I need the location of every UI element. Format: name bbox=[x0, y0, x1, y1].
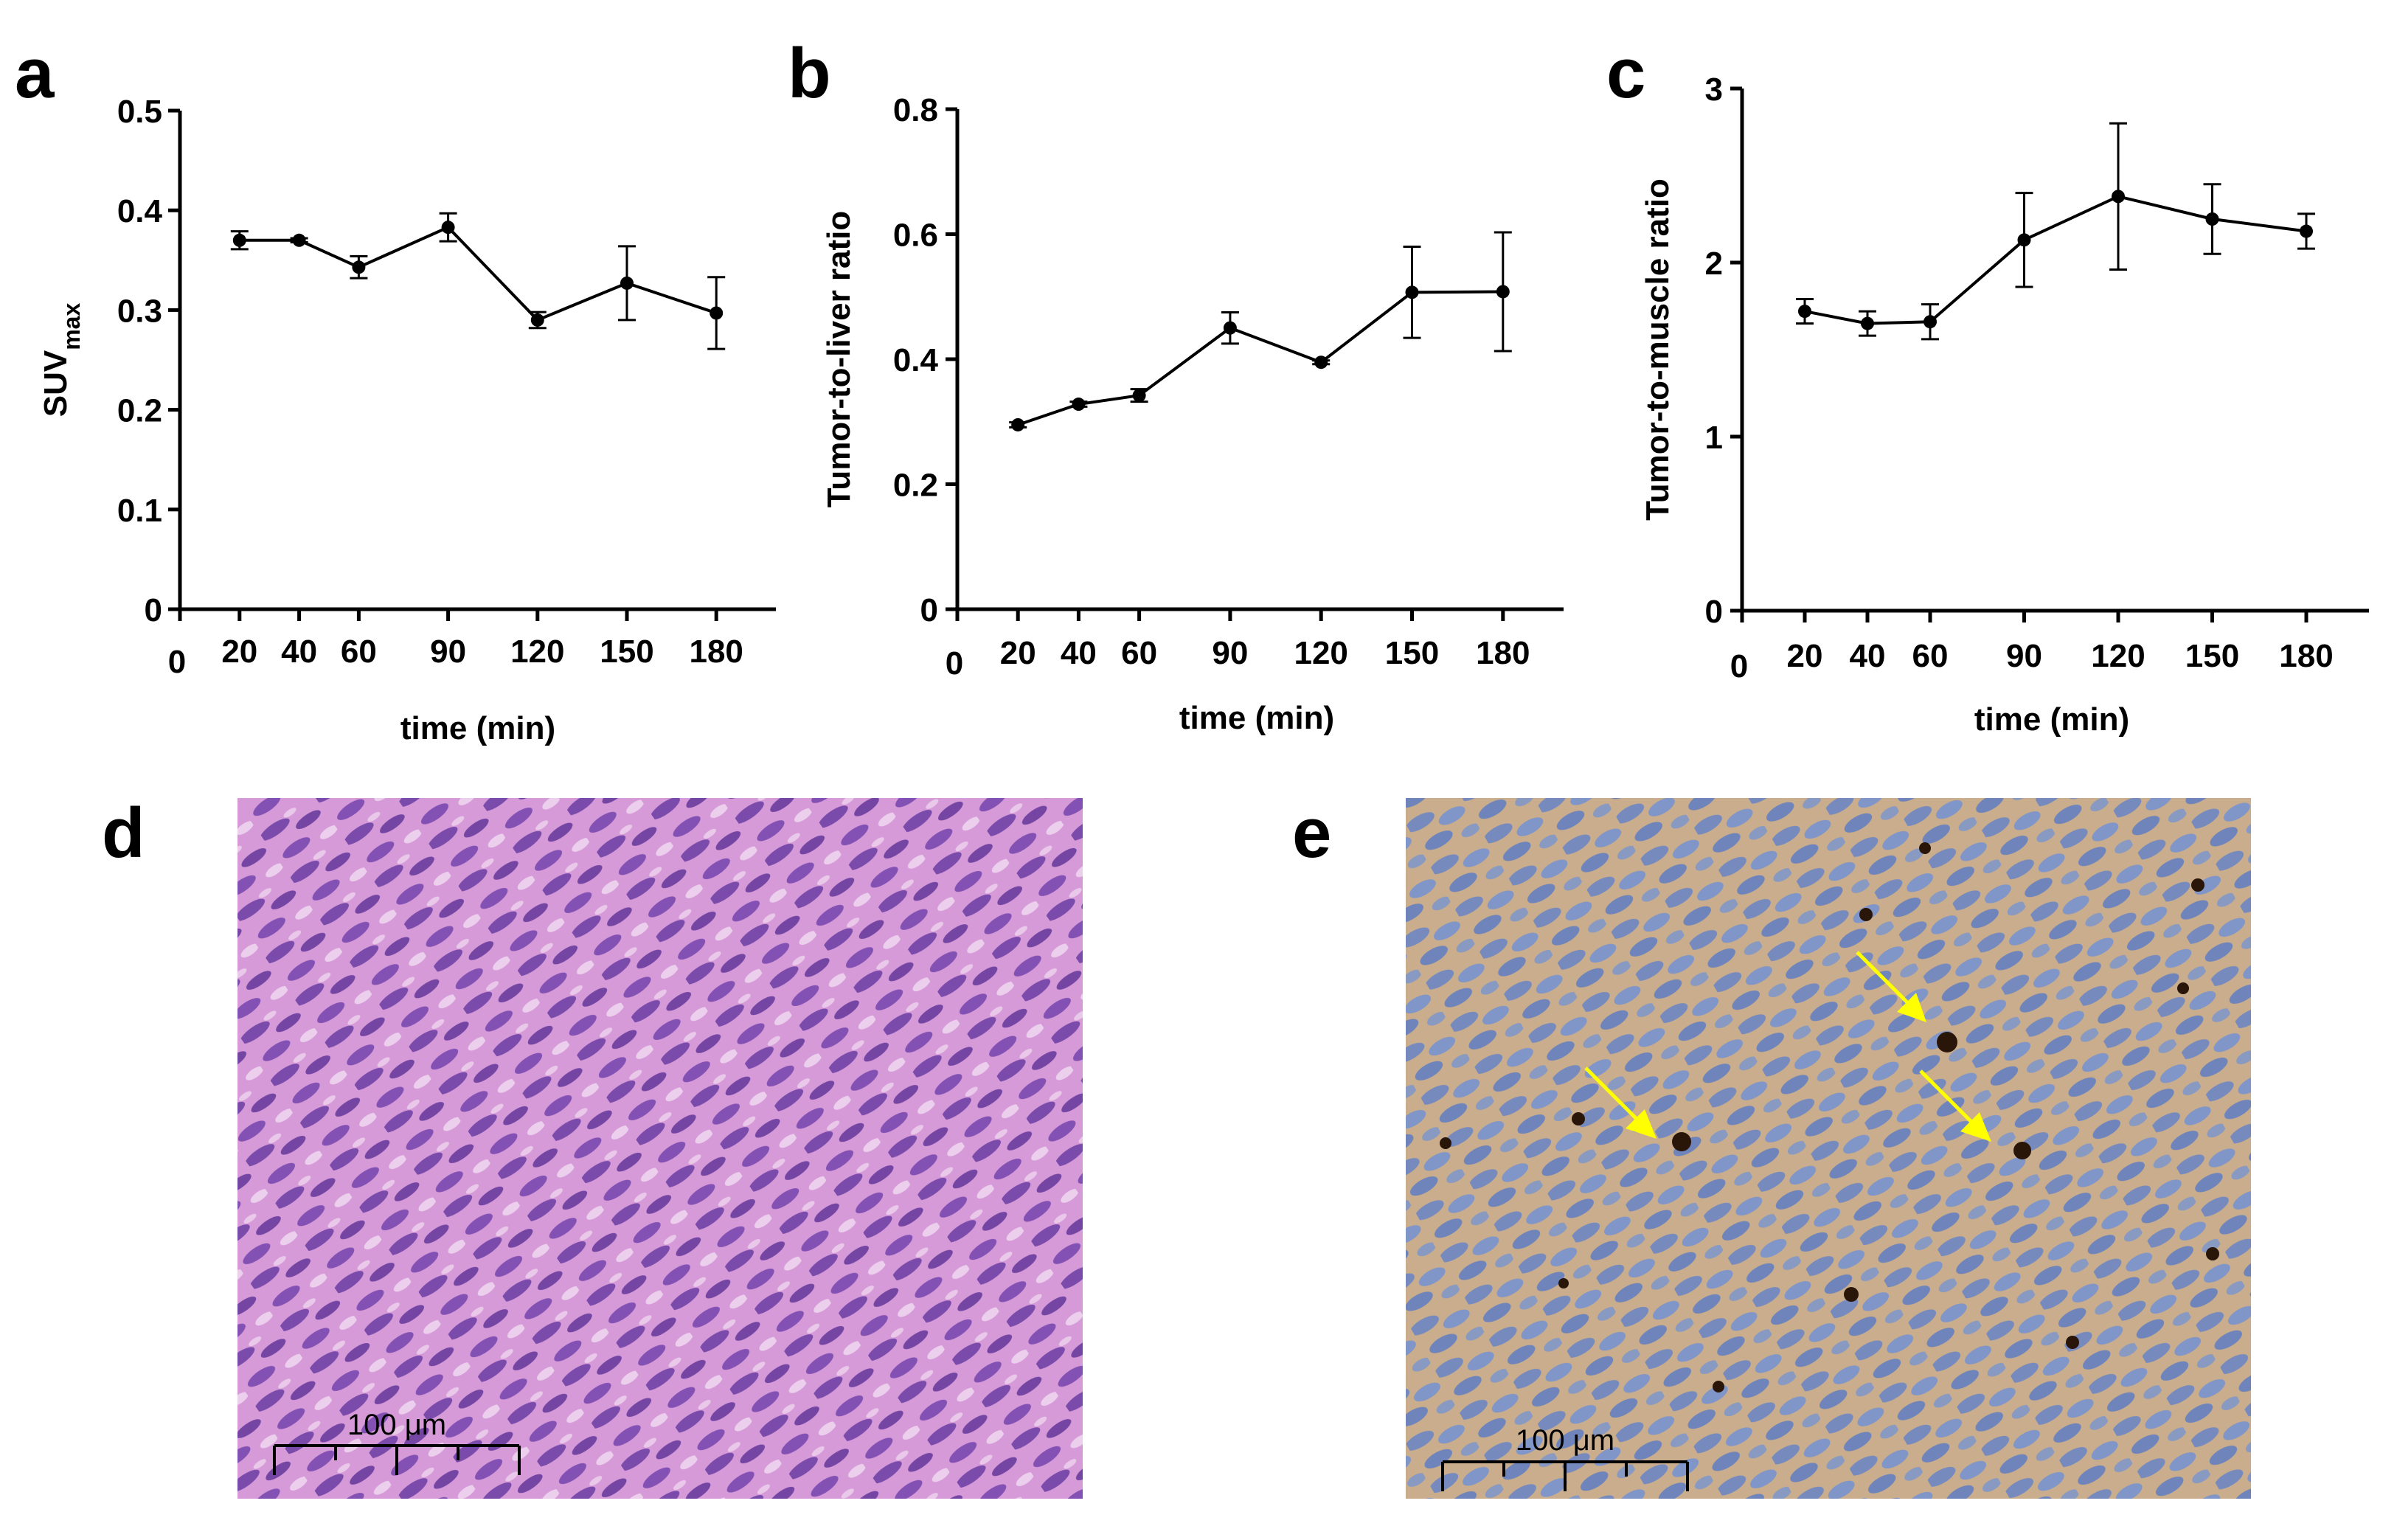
series-line bbox=[239, 225, 717, 322]
arrow-icon bbox=[1919, 1069, 1991, 1142]
x-tick-label: 150 bbox=[600, 634, 653, 670]
x-tick-label: 60 bbox=[1121, 635, 1157, 671]
data-point bbox=[1132, 389, 1146, 403]
x-tick-label: 40 bbox=[1850, 638, 1886, 674]
ihc-stain-image bbox=[1406, 798, 2251, 1499]
x-tick-label: 150 bbox=[2185, 638, 2239, 674]
x-tick-label: 20 bbox=[1787, 638, 1823, 674]
panel-label-e: e bbox=[1292, 794, 1331, 873]
x-axis-title: time (min) bbox=[1179, 700, 1334, 736]
y-tick-label: 0.4 bbox=[893, 342, 939, 378]
panel-label-c: c bbox=[1606, 34, 1645, 113]
chart-tumor-to-muscle: 0 1 2 3 0 20 40 60 90 120 150 180 time (min) Tumor-to… bbox=[1640, 72, 2369, 738]
data-point bbox=[710, 306, 724, 320]
he-stain-image bbox=[237, 798, 1083, 1499]
arrow-icon bbox=[1856, 951, 1926, 1022]
y-tick-label: 0.1 bbox=[117, 493, 162, 529]
y-tick-label: 3 bbox=[1705, 72, 1723, 108]
stained-dots bbox=[1440, 842, 2219, 1392]
y-tick-label: 0.4 bbox=[117, 193, 163, 229]
data-point bbox=[1496, 285, 1510, 299]
y-tick-label: 0.5 bbox=[117, 94, 162, 130]
x-tick-label: 0 bbox=[168, 644, 186, 680]
arrow-icon bbox=[1584, 1066, 1657, 1139]
scale-bar-label-e: 100 μm bbox=[1516, 1424, 1614, 1457]
x-tick-label: 120 bbox=[510, 634, 564, 670]
panel-label-b: b bbox=[788, 34, 831, 113]
data-point bbox=[1861, 316, 1874, 330]
x-tick-label: 180 bbox=[2279, 638, 2333, 674]
x-axis-title: time (min) bbox=[400, 710, 555, 746]
data-point bbox=[232, 233, 246, 247]
data-point bbox=[1405, 285, 1419, 299]
data-point bbox=[1314, 355, 1328, 370]
data-point bbox=[292, 233, 306, 247]
y-tick-label: 0 bbox=[145, 592, 162, 628]
series-line bbox=[1804, 195, 2307, 325]
y-tick-label: 0 bbox=[920, 592, 938, 628]
data-point bbox=[441, 221, 455, 235]
series-line bbox=[1017, 290, 1503, 426]
x-tick-label: 40 bbox=[1061, 635, 1097, 671]
micrograph-he: 100 μm bbox=[237, 798, 1083, 1499]
x-tick-label: 90 bbox=[2006, 638, 2042, 674]
x-tick-label: 0 bbox=[1730, 648, 1748, 684]
x-tick-label: 20 bbox=[221, 634, 257, 670]
data-point bbox=[620, 276, 634, 290]
y-tick-label: 0.2 bbox=[117, 393, 162, 429]
x-tick-label: 40 bbox=[281, 634, 317, 670]
y-axis-title: Tumor-to-muscle ratio bbox=[1640, 178, 1676, 521]
x-tick-label: 0 bbox=[946, 645, 963, 681]
x-tick-label: 150 bbox=[1385, 635, 1439, 671]
data-point bbox=[1223, 321, 1237, 335]
data-point bbox=[2300, 224, 2313, 238]
x-tick-label: 90 bbox=[430, 634, 466, 670]
y-tick-label: 1 bbox=[1705, 420, 1723, 456]
y-tick-label: 0.8 bbox=[893, 92, 938, 128]
data-point bbox=[352, 260, 366, 274]
x-tick-label: 20 bbox=[1000, 635, 1036, 671]
data-point bbox=[1924, 315, 1937, 329]
data-point bbox=[1011, 417, 1025, 431]
x-tick-label: 60 bbox=[1912, 638, 1949, 674]
x-tick-label: 180 bbox=[1476, 635, 1530, 671]
panel-label-d: d bbox=[102, 794, 145, 873]
scale-bar-e bbox=[1441, 1460, 1689, 1491]
y-axis-title: SUVmax bbox=[38, 303, 85, 417]
x-tick-label: 60 bbox=[341, 634, 377, 670]
chart-suvmax: 0 0.1 0.2 0.3 0.4 0.5 0 20 40 60 90 120 150 180 time (… bbox=[38, 94, 776, 746]
panel-label-a: a bbox=[15, 34, 55, 113]
y-tick-label: 0 bbox=[1705, 594, 1723, 630]
y-tick-label: 0.3 bbox=[117, 293, 162, 329]
scale-bar-label-d: 100 μm bbox=[347, 1409, 446, 1441]
micrograph-ihc: 100 μm bbox=[1406, 798, 2251, 1499]
y-tick-label: 0.2 bbox=[893, 468, 938, 504]
data-point bbox=[2112, 190, 2125, 204]
data-point bbox=[2017, 233, 2031, 247]
data-point bbox=[1798, 305, 1811, 319]
y-axis-title: Tumor-to-liver ratio bbox=[821, 211, 857, 508]
x-tick-label: 90 bbox=[1212, 635, 1248, 671]
x-tick-label: 180 bbox=[689, 634, 743, 670]
scale-bar-d bbox=[273, 1444, 521, 1475]
y-tick-label: 0.6 bbox=[893, 218, 938, 254]
data-point bbox=[1072, 398, 1086, 412]
data-point bbox=[530, 313, 544, 327]
x-tick-label: 120 bbox=[1294, 635, 1347, 671]
y-tick-label: 2 bbox=[1705, 246, 1723, 282]
yellow-arrows bbox=[1584, 951, 1991, 1142]
x-axis-title: time (min) bbox=[1974, 701, 2129, 738]
chart-tumor-to-liver: 0 0.2 0.4 0.6 0.8 0 20 40 60 90 120 150 180 time (min… bbox=[821, 92, 1564, 736]
x-tick-label: 120 bbox=[2091, 638, 2145, 674]
data-point bbox=[2205, 212, 2219, 226]
